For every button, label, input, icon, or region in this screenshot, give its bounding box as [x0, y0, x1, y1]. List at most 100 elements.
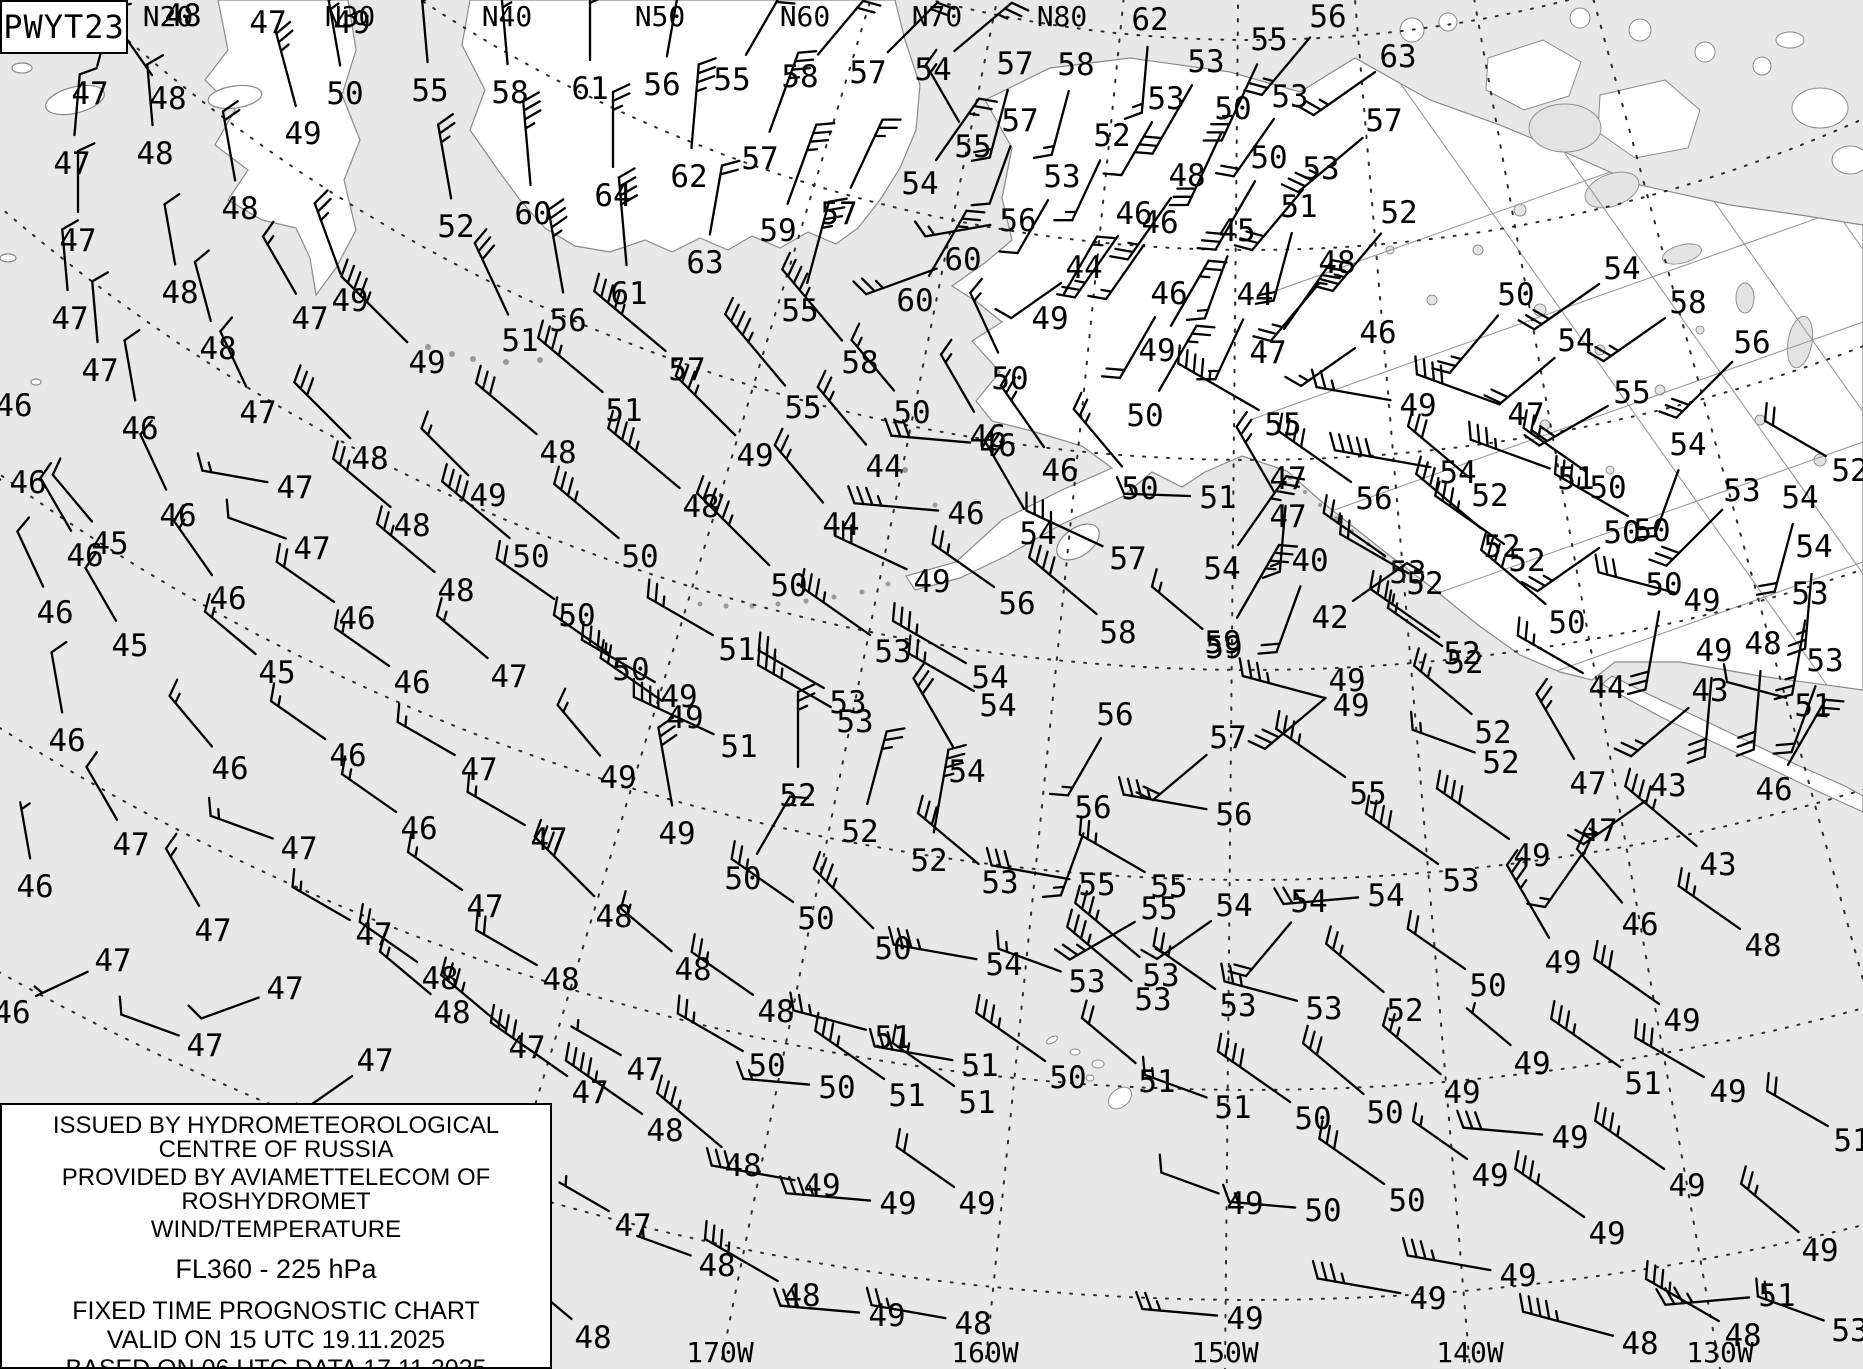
wind-station: 48	[221, 100, 259, 227]
wind-barb-feather	[1772, 750, 1793, 755]
wind-barb-feather	[1437, 360, 1457, 368]
wind-station: 46	[847, 485, 985, 532]
wind-barb-shaft	[1074, 901, 1141, 959]
wind-station: 50	[1196, 140, 1288, 251]
wind-barb-half-feather	[1010, 390, 1018, 402]
wind-station: 50	[695, 475, 808, 604]
station-temperature: 49	[1709, 1074, 1746, 1110]
wind-barb-feather	[791, 1289, 800, 1309]
station-temperature: 56	[1215, 797, 1252, 833]
wind-barb-shaft	[1118, 316, 1157, 380]
wind-station: 55	[1523, 375, 1651, 447]
wind-barb-feather	[1260, 642, 1281, 647]
station-temperature: 53	[1806, 643, 1843, 679]
wind-station: 48	[564, 1041, 684, 1149]
wind-barb-shaft	[522, 100, 532, 187]
great-slave-lake	[1584, 171, 1640, 209]
legend-fixed-time: FIXED TIME PROGNOSTIC CHART	[72, 1297, 480, 1325]
wind-barb-feather	[1413, 413, 1421, 434]
station-temperature: 47	[356, 1043, 393, 1079]
wind-barb-feather	[1686, 755, 1706, 764]
wind-barb-feather	[1314, 285, 1334, 293]
wind-station: 57	[849, 1, 956, 91]
longitude-label: 150W	[1191, 1336, 1259, 1369]
wind-barb-feather	[662, 1080, 670, 1100]
wind-barb-half-feather	[1686, 1292, 1694, 1304]
station-temperature: 49	[913, 564, 950, 600]
wind-barb-half-feather	[501, 1, 513, 9]
wind-barb-half-feather	[942, 772, 955, 778]
wind-barb-shaft	[1244, 921, 1293, 978]
wind-barb-shaft	[1151, 84, 1194, 155]
wind-barb-shaft	[1434, 494, 1506, 546]
wind-station: 50	[676, 994, 786, 1084]
wind-barb-half-feather	[1239, 975, 1244, 988]
wind-barb-half-feather	[1668, 1281, 1672, 1294]
wind-station: 53	[757, 631, 867, 721]
wind-station: 49	[1435, 769, 1551, 874]
wind-barb-feather	[852, 280, 868, 296]
wind-station: 49	[340, 258, 446, 381]
wind-barb-shaft	[291, 885, 351, 922]
wind-station: 49	[420, 410, 507, 514]
wind-barb-feather	[1523, 434, 1541, 447]
wind-barb-shaft	[1301, 1042, 1365, 1096]
wind-barb-half-feather	[1542, 574, 1554, 582]
wind-barb-feather	[1413, 915, 1420, 936]
station-temperature: 50	[1633, 513, 1670, 549]
wind-station: 54	[1483, 323, 1595, 405]
wind-barb-shaft	[657, 726, 674, 807]
wind-barb-feather	[913, 220, 927, 238]
wind-station: 47	[249, 5, 286, 41]
wind-station: 48	[378, 933, 471, 1031]
wind-barb-feather	[221, 100, 239, 113]
wind-barb-feather	[936, 1, 956, 11]
station-temperature: 60	[896, 283, 933, 319]
wind-barb-shaft	[1297, 136, 1364, 194]
wind-barb-half-feather	[519, 1032, 524, 1045]
wind-barb-shaft	[853, 502, 940, 512]
wind-barb-feather	[1102, 172, 1123, 177]
wind-station: 49	[1456, 1109, 1589, 1156]
station-temperature: 51	[1794, 688, 1831, 724]
wind-station: 43	[1613, 673, 1729, 758]
wind-barb-half-feather	[972, 292, 982, 303]
wind-barb-half-feather	[1298, 374, 1310, 382]
wind-barb-feather	[365, 908, 372, 929]
station-temperature: 47	[112, 827, 149, 863]
wind-station: 50	[1168, 91, 1252, 207]
wind-barb-feather	[546, 831, 555, 851]
wind-barb-shaft	[1415, 373, 1501, 406]
station-temperature: 46	[338, 601, 375, 637]
station-temperature: 51	[1624, 1066, 1661, 1102]
wind-barb-feather	[899, 606, 904, 627]
wind-station: 46	[1755, 698, 1845, 808]
wind-barb-feather	[1133, 150, 1154, 155]
longitude-meridian-dotted	[719, 0, 999, 1369]
station-temperature: 62	[670, 159, 707, 195]
wind-barb-half-feather	[1536, 1173, 1541, 1186]
station-temperature: 48	[646, 1113, 683, 1149]
wind-station: 53	[1074, 884, 1180, 994]
wind-barb-feather	[123, 328, 141, 342]
station-temperature: 46	[1359, 315, 1396, 351]
wind-station: 49	[674, 357, 774, 474]
wind-station: 47	[435, 597, 528, 695]
wind-station: 45	[1185, 213, 1256, 322]
wind-barb-feather	[353, 271, 362, 291]
longitude-label: 140W	[1436, 1336, 1504, 1369]
station-temperature: 53	[1134, 982, 1171, 1018]
wind-barb-feather	[1434, 476, 1440, 497]
wind-barb-shaft	[168, 694, 214, 748]
wind-barb-feather	[1421, 461, 1429, 481]
wind-barb-feather	[1383, 580, 1390, 601]
wind-barb-half-feather	[277, 695, 282, 708]
wind-barb-feather	[674, 357, 684, 377]
wind-barb-feather	[902, 1133, 909, 1154]
wind-barb-shaft	[1260, 36, 1312, 97]
wind-barb-shaft	[1169, 259, 1210, 327]
wind-barb-feather	[1448, 487, 1455, 508]
station-temperature: 44	[1236, 277, 1273, 313]
wind-barb-feather	[1078, 398, 1089, 418]
